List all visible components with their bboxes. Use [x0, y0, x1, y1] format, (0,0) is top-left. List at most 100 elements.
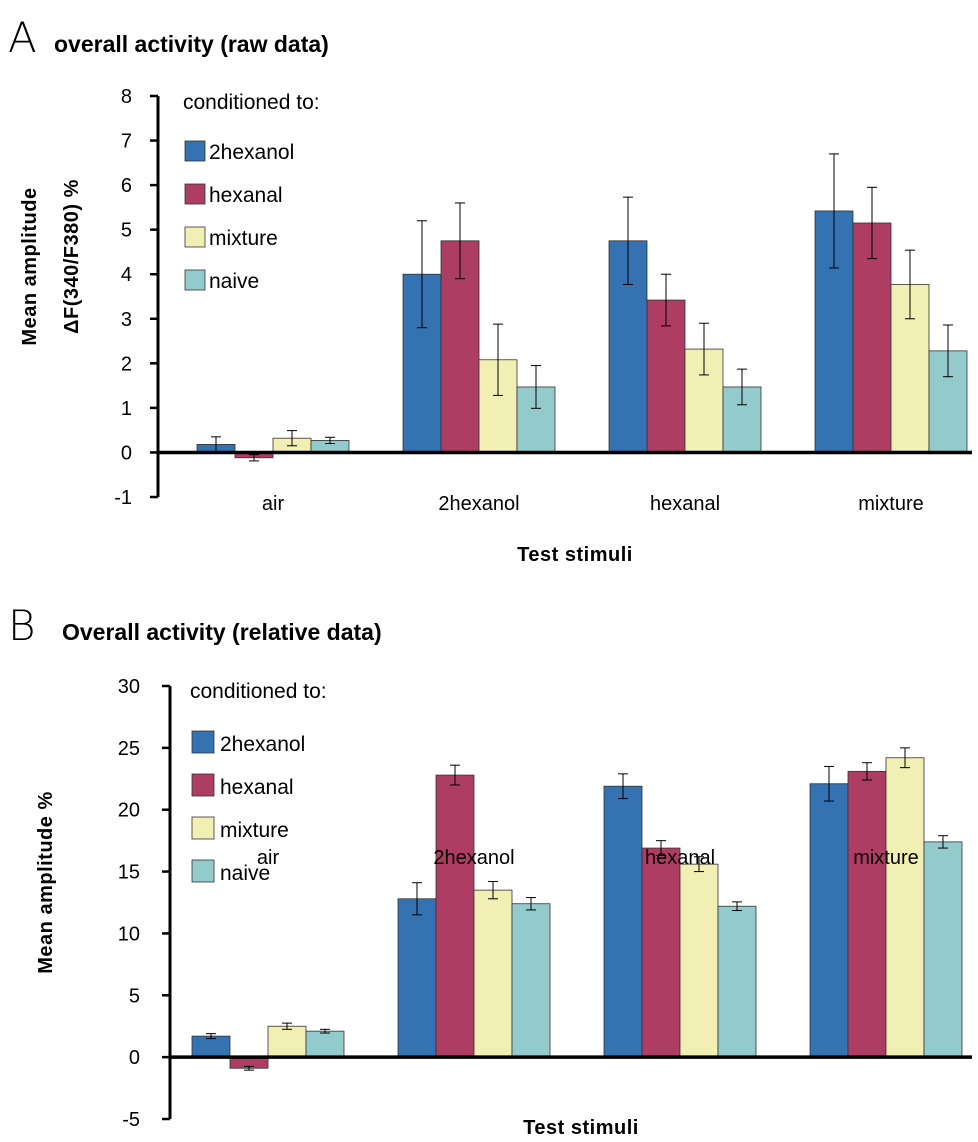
x-tick-label-a-mixture: mixture: [858, 493, 924, 515]
y-tick-label-b: 30: [118, 676, 140, 698]
error-bar-b-hexanal-hexanal: [656, 840, 666, 856]
bar-b-2hexanol-hexanal: [603, 785, 643, 1058]
legend-b: conditioned to: 2hexanol hexanal mixture nai…: [190, 680, 327, 885]
error-bar-b-hexanal-air: [244, 1065, 254, 1071]
legend-label-b-naive: naive: [220, 862, 270, 885]
bar-b-naive-hexanal: [717, 905, 757, 1058]
error-bar-a-mixture-hexanal: [699, 322, 709, 376]
bar-b-mixture-hexanal: [679, 863, 719, 1058]
bar-b-mixture-mixture: [885, 757, 925, 1058]
error-bar-a-naive-air: [325, 436, 335, 445]
panel-a-title: overall activity (raw data): [54, 31, 329, 57]
y-tick-label-b: 15: [118, 862, 140, 884]
bar-b-mixture-air: [267, 1025, 307, 1058]
legend-swatch-b-mixture: [191, 816, 215, 840]
legend-swatch-b-2hexanol: [191, 730, 215, 754]
error-bar-a-hexanal-mixture: [867, 186, 877, 260]
y-tick-label-a: 6: [121, 175, 132, 197]
x-tick-label-b-mixture: mixture: [853, 847, 919, 869]
y-tick-label-a: 0: [121, 442, 132, 464]
error-bar-a-naive-2hexanol: [531, 365, 541, 409]
x-tick-label-b-2hexanol: 2hexanol: [433, 847, 514, 869]
error-bar-b-mixture-air: [282, 1022, 292, 1030]
y-tick-label-a: -1: [114, 487, 132, 509]
error-bar-a-2hexanol-mixture: [829, 153, 839, 269]
error-bar-b-naive-2hexanol: [526, 897, 536, 911]
y-axis-title-b: Mean amplitude %: [35, 791, 57, 973]
bar-b-2hexanol-air: [191, 1035, 231, 1058]
y-tick-label-b: 25: [118, 738, 140, 760]
chart-a: -1 0 1 2 3 4 5 6 7 8 air 2hexanol hexanal mixture Test…: [19, 86, 972, 566]
bar-b-naive-2hexanol: [511, 903, 551, 1058]
error-bar-a-mixture-mixture: [905, 249, 915, 320]
legend-a: conditioned to: 2hexanol hexanal mixture nai…: [183, 91, 320, 293]
error-bar-b-hexanal-2hexanol: [450, 764, 460, 786]
y-tick-label-b: -5: [122, 1109, 140, 1131]
bar-b-naive-mixture: [923, 841, 963, 1058]
error-bar-b-naive-hexanal: [732, 901, 742, 912]
legend-title-a: conditioned to:: [183, 91, 320, 114]
error-bar-a-hexanal-air: [249, 454, 259, 462]
bar-b-naive-air: [305, 1030, 345, 1058]
legend-label-b-2hexanol: 2hexanol: [220, 733, 305, 756]
panel-b-title: Overall activity (relative data): [62, 619, 382, 645]
y-tick-label-b: 5: [129, 985, 140, 1007]
error-bar-b-2hexanol-mixture: [824, 765, 834, 802]
error-bar-b-2hexanol-hexanal: [618, 773, 628, 800]
error-bar-a-hexanal-2hexanol: [455, 202, 465, 280]
x-tick-label-b-air: air: [257, 847, 280, 869]
bar-b-2hexanol-2hexanol: [397, 898, 437, 1058]
y-tick-label-a: 1: [121, 398, 132, 420]
y-tick-label-a: 3: [121, 309, 132, 331]
error-bar-b-naive-air: [320, 1028, 330, 1034]
x-tick-label-a-air: air: [262, 493, 285, 515]
x-axis-title-b: Test stimuli: [523, 1117, 639, 1139]
bar-b-mixture-2hexanol: [473, 889, 513, 1058]
legend-swatch-b-naive: [191, 859, 215, 883]
legend-swatch-a-mixture: [184, 226, 206, 248]
bar-b-2hexanol-mixture: [809, 783, 849, 1058]
y-tick-label-a: 7: [121, 131, 132, 153]
error-bar-a-hexanal-hexanal: [661, 273, 671, 327]
error-bar-a-mixture-2hexanol: [493, 323, 503, 396]
legend-title-b: conditioned to:: [190, 680, 327, 703]
error-bar-b-2hexanol-air: [206, 1033, 216, 1040]
error-bar-a-naive-mixture: [943, 324, 953, 378]
panel-b-letter: B: [8, 601, 36, 650]
x-axis-title-a: Test stimuli: [517, 544, 633, 566]
y-tick-label-a: 8: [121, 86, 132, 108]
panel-a-letter: A: [8, 13, 37, 62]
error-bar-b-mixture-hexanal: [694, 856, 704, 873]
y-tick-label-a: 5: [121, 220, 132, 242]
legend-swatch-b-hexanal: [191, 773, 215, 797]
y-tick-label-b: 20: [118, 800, 140, 822]
chart-b: -5 0 5 10 15 20 25 30 air 2hexanol hexanal mixture T…: [35, 676, 972, 1139]
legend-label-a-mixture: mixture: [209, 227, 278, 250]
y-tick-label-b: 10: [118, 923, 140, 945]
error-bar-a-naive-hexanal: [737, 368, 747, 406]
legend-label-a-naive: naive: [209, 270, 259, 293]
legend-label-a-hexanal: hexanal: [209, 184, 283, 207]
bar-b-hexanal-mixture: [847, 770, 887, 1058]
error-bar-b-2hexanol-2hexanol: [412, 882, 422, 916]
error-bar-b-mixture-2hexanol: [488, 880, 498, 900]
y-axis-subtitle-a: ΔF(340/F380) %: [61, 179, 83, 334]
legend-swatch-a-2hexanol: [184, 140, 206, 162]
legend-label-b-mixture: mixture: [220, 819, 289, 842]
y-tick-label-a: 2: [121, 353, 132, 375]
bar-b-hexanal-2hexanol: [435, 774, 475, 1058]
x-tick-label-a-2hexanol: 2hexanol: [438, 493, 519, 515]
legend-swatch-a-hexanal: [184, 183, 206, 205]
x-tick-label-a-hexanal: hexanal: [650, 493, 720, 515]
error-bar-a-mixture-air: [287, 430, 297, 447]
error-bar-b-hexanal-mixture: [862, 762, 872, 781]
legend-label-b-hexanal: hexanal: [220, 776, 294, 799]
error-bar-a-2hexanol-hexanal: [623, 196, 633, 285]
y-tick-label-a: 4: [121, 264, 132, 286]
error-bar-b-mixture-mixture: [900, 747, 910, 769]
error-bar-b-naive-mixture: [938, 835, 948, 849]
legend-swatch-a-naive: [184, 269, 206, 291]
y-tick-label-b: 0: [129, 1047, 140, 1069]
bar-b-hexanal-hexanal: [641, 847, 681, 1058]
